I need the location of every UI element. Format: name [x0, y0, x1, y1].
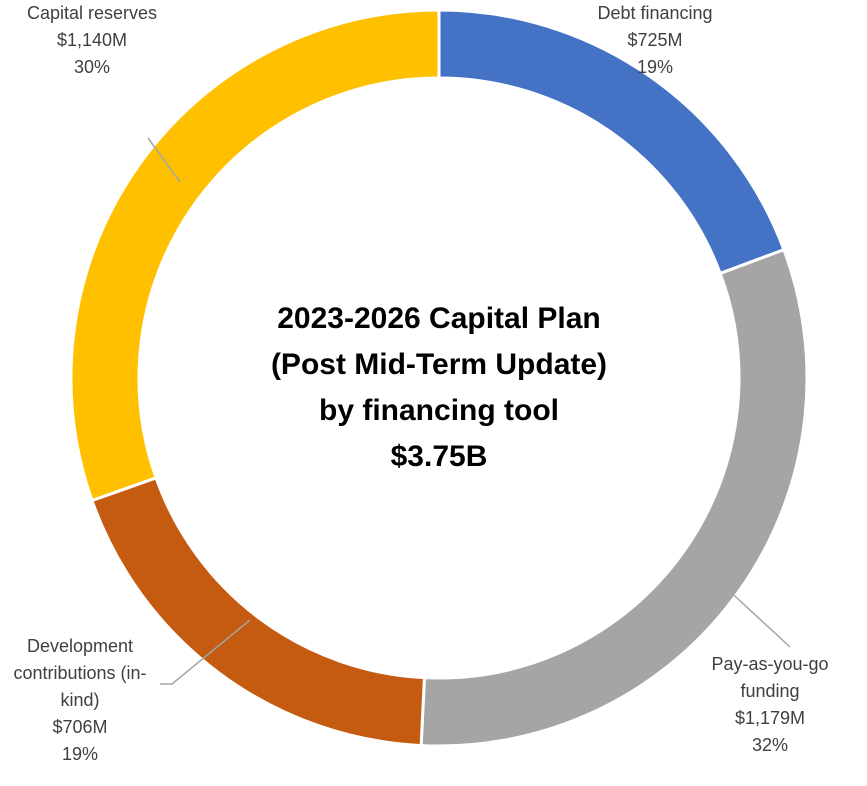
- chart-title: 2023-2026 Capital Plan (Post Mid-Term Upd…: [239, 296, 639, 480]
- data-label: Capital reserves $1,140M 30%: [0, 0, 192, 81]
- value-label: $1,140M: [56, 30, 128, 50]
- data-label: Debt financing $725M 19%: [555, 0, 755, 81]
- total-label: $3.75B: [390, 440, 488, 473]
- category-label: Debt financing: [597, 3, 713, 23]
- percent-label: 19%: [636, 57, 674, 77]
- value-label: $725M: [627, 30, 683, 50]
- leader-line: [723, 585, 791, 648]
- percent-label: 30%: [73, 57, 111, 77]
- title-line: 2023-2026 Capital Plan: [277, 302, 601, 335]
- leader-line: [160, 619, 251, 685]
- category-label: Pay-as-you-go funding: [711, 654, 829, 701]
- percent-label: 32%: [751, 735, 789, 755]
- donut-segment: [69, 8, 441, 503]
- leader-line: [147, 137, 181, 183]
- title-line: by financing tool: [319, 394, 559, 427]
- ring: [69, 8, 809, 748]
- data-label: Pay-as-you-go funding $1,179M 32%: [700, 651, 840, 759]
- data-label: Development contributions (in-kind) $706M…: [5, 633, 155, 768]
- percent-label: 19%: [61, 744, 99, 764]
- value-label: $706M: [52, 717, 108, 737]
- value-label: $1,179M: [734, 708, 806, 728]
- category-label: Development contributions (in-kind): [13, 636, 147, 710]
- category-label: Capital reserves: [26, 3, 158, 23]
- title-line: (Post Mid-Term Update): [270, 348, 608, 381]
